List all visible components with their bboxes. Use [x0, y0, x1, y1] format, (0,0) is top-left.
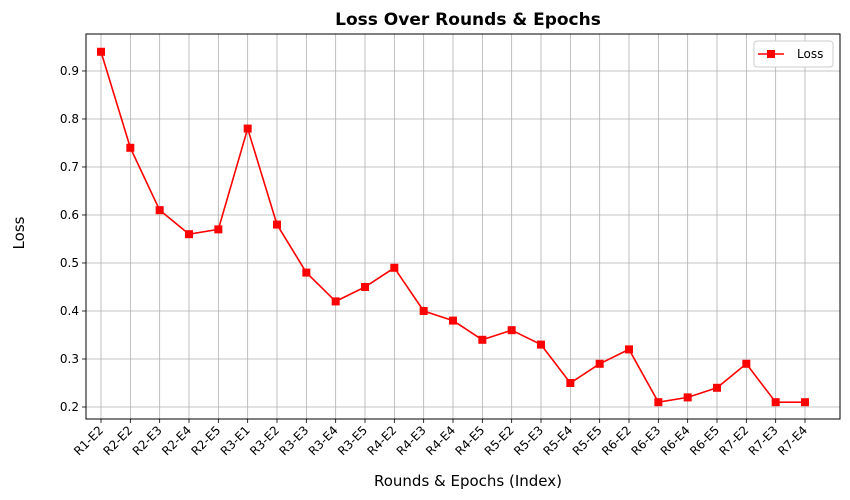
data-point-marker [214, 225, 223, 234]
x-axis-label: Rounds & Epochs (Index) [374, 472, 562, 490]
data-point-marker [683, 393, 692, 402]
data-point-marker [771, 398, 780, 407]
data-point-marker [537, 340, 545, 349]
y-tick-label: 0.9 [60, 64, 79, 78]
grid [86, 34, 840, 419]
y-tick-label: 0.3 [60, 352, 79, 366]
data-point-marker [566, 378, 575, 387]
y-tick-label: 0.7 [60, 160, 79, 174]
data-point-marker [126, 143, 135, 152]
data-point-marker [155, 206, 164, 215]
data-point-marker [507, 326, 516, 335]
y-tick-label: 0.4 [60, 304, 79, 318]
data-point-marker [654, 398, 663, 407]
data-point-marker [595, 359, 604, 368]
chart-title: Loss Over Rounds & Epochs [335, 10, 601, 30]
data-point-marker [390, 263, 399, 272]
data-point-marker [742, 359, 751, 368]
y-tick-label: 0.2 [60, 400, 79, 414]
y-tick-label: 0.5 [60, 256, 79, 270]
data-point-marker [361, 282, 369, 291]
data-point-marker [801, 398, 809, 407]
data-point-marker [331, 297, 340, 306]
data-point-marker [97, 47, 105, 56]
y-tick-label: 0.6 [60, 208, 79, 222]
y-tick-label: 0.8 [60, 112, 79, 126]
data-point-marker [419, 306, 428, 315]
series-layer [97, 47, 809, 407]
data-point-marker [185, 230, 193, 239]
data-point-marker [243, 124, 252, 133]
data-point-marker [625, 345, 633, 354]
legend-box [753, 40, 834, 68]
data-point-marker [302, 268, 311, 277]
legend-label-loss: Loss [797, 47, 823, 61]
y-axis-label: Loss [10, 216, 28, 249]
data-point-marker [478, 335, 487, 344]
legend: Loss [753, 40, 834, 68]
data-point-marker [449, 316, 457, 325]
data-point-marker [713, 383, 721, 392]
y-axis-ticks: 0.2 0.3 0.4 0.5 0.6 0.7 0.8 0.9 [60, 64, 86, 414]
plot-area-frame [85, 33, 841, 420]
legend-marker-swatch [767, 50, 775, 58]
data-point-marker [273, 220, 281, 229]
